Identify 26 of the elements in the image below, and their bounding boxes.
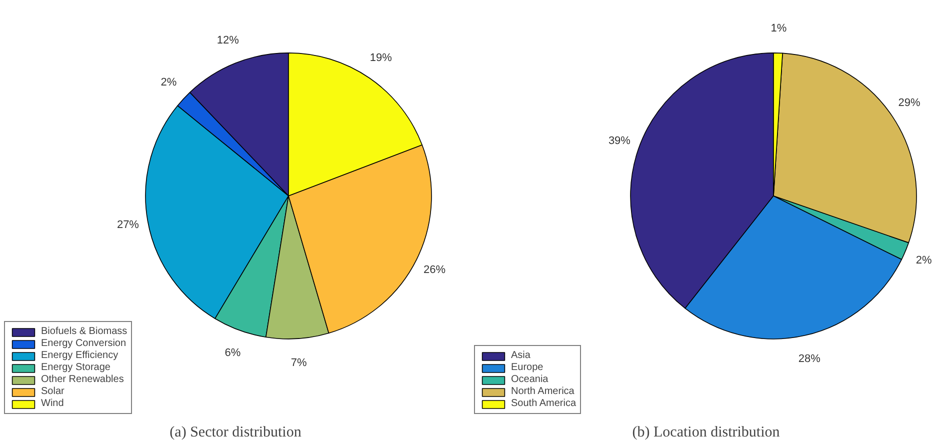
data-label: 29% [898,97,920,110]
data-label: 26% [424,264,446,276]
data-label: 2% [160,76,177,88]
legend-label: Energy Efficiency [41,350,118,361]
legend-label: Energy Storage [41,362,110,373]
legend-label: Biofuels & Biomass [41,326,128,337]
text: (b) Location distribution [632,424,780,440]
legend-label: Solar [41,386,64,397]
data-label: 2% [916,254,932,267]
legend-label: North America [511,386,574,397]
legend-label: South America [511,398,576,409]
data-label: 19% [370,52,392,64]
data-label: 6% [224,347,241,360]
legend-label: Asia [511,350,531,361]
legend-label: Wind [41,398,64,409]
data-label: 39% [608,135,631,148]
data-label: 12% [216,34,240,47]
data-label: 7% [290,356,308,369]
legend-label: Europe [511,362,544,373]
legend-label: Energy Conversion [41,338,126,349]
legend-label: Other Renewables [41,374,124,385]
data-label: 27% [116,218,140,231]
legend-label: Oceania [511,374,548,385]
text: (a) Sector distribution [170,424,302,440]
data-label: 1% [770,22,787,35]
data-label: 28% [798,353,821,366]
